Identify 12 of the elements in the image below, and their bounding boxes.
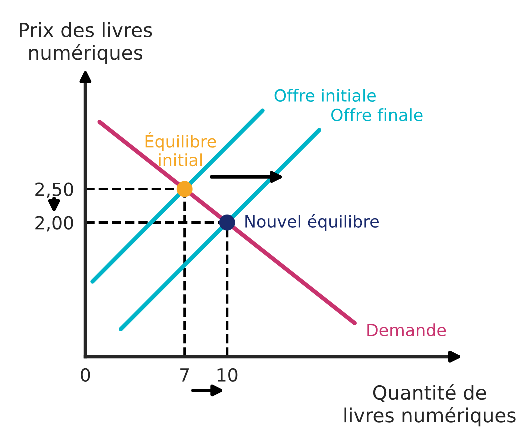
x-tick-label: 7 (180, 368, 190, 382)
x-tick-label: 10 (218, 368, 238, 382)
y-axis-title: Prix des livres numériques (20, 22, 152, 64)
series-label: Demande (368, 324, 446, 337)
x-axis-title: Quantité de livres numériques (344, 384, 516, 427)
y-tick-label: 2,50 (36, 182, 74, 198)
x-tick-label: 0 (81, 368, 90, 382)
series-label: Offre finale (332, 108, 423, 122)
series-label: Offre initiale (274, 89, 376, 102)
series-label: Nouvel équilibre (246, 214, 380, 232)
series-label: Équilibre initial (146, 132, 216, 167)
y-tick-label: 2,00 (36, 216, 74, 232)
